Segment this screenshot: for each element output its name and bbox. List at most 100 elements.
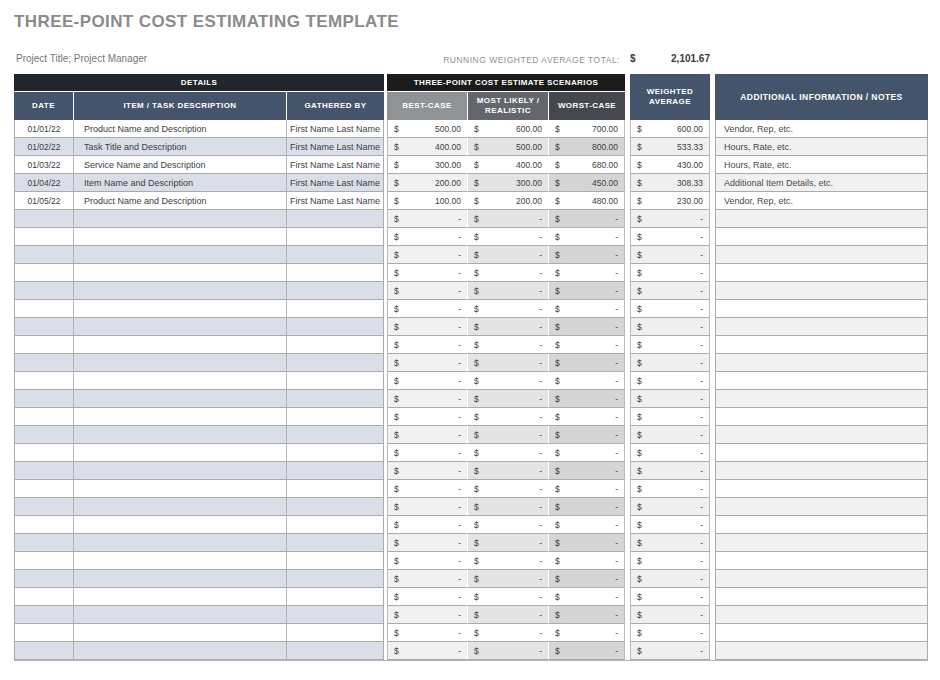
cell-most-likely[interactable]: $- (467, 264, 548, 282)
cell-date[interactable] (14, 642, 73, 660)
cell-gathered-by[interactable] (286, 516, 384, 534)
cell-notes[interactable] (715, 552, 928, 570)
cell-item-description[interactable] (73, 228, 286, 246)
cell-worst-case[interactable]: $- (548, 282, 625, 300)
cell-date[interactable] (14, 354, 73, 372)
cell-item-description[interactable] (73, 624, 286, 642)
cell-weighted-average[interactable]: $- (630, 516, 710, 534)
cell-date[interactable] (14, 606, 73, 624)
cell-most-likely[interactable]: $- (467, 300, 548, 318)
cell-gathered-by[interactable] (286, 210, 384, 228)
cell-notes[interactable] (715, 534, 928, 552)
cell-most-likely[interactable]: $- (467, 552, 548, 570)
cell-weighted-average[interactable]: $- (630, 624, 710, 642)
cell-gathered-by[interactable] (286, 390, 384, 408)
cell-gathered-by[interactable] (286, 570, 384, 588)
cell-notes[interactable] (715, 444, 928, 462)
cell-notes[interactable] (715, 642, 928, 660)
cell-gathered-by[interactable] (286, 354, 384, 372)
cell-worst-case[interactable]: $- (548, 462, 625, 480)
cell-worst-case[interactable]: $- (548, 210, 625, 228)
cell-worst-case[interactable]: $- (548, 570, 625, 588)
cell-best-case[interactable]: $- (387, 498, 467, 516)
cell-notes[interactable] (715, 246, 928, 264)
cell-date[interactable] (14, 480, 73, 498)
cell-most-likely[interactable]: $400.00 (467, 156, 548, 174)
cell-most-likely[interactable]: $- (467, 426, 548, 444)
cell-worst-case[interactable]: $- (548, 642, 625, 660)
cell-notes[interactable]: Additional Item Details, etc. (715, 174, 928, 192)
cell-weighted-average[interactable]: $- (630, 210, 710, 228)
cell-date[interactable] (14, 390, 73, 408)
cell-most-likely[interactable]: $- (467, 570, 548, 588)
cell-worst-case[interactable]: $- (548, 372, 625, 390)
cell-item-description[interactable] (73, 642, 286, 660)
cell-best-case[interactable]: $- (387, 516, 467, 534)
cell-item-description[interactable] (73, 264, 286, 282)
cell-gathered-by[interactable]: First Name Last Name (286, 156, 384, 174)
cell-item-description[interactable] (73, 588, 286, 606)
cell-notes[interactable] (715, 210, 928, 228)
cell-best-case[interactable]: $- (387, 372, 467, 390)
cell-notes[interactable] (715, 606, 928, 624)
cell-gathered-by[interactable] (286, 498, 384, 516)
cell-best-case[interactable]: $- (387, 390, 467, 408)
cell-best-case[interactable]: $- (387, 408, 467, 426)
cell-weighted-average[interactable]: $- (630, 552, 710, 570)
cell-notes[interactable] (715, 282, 928, 300)
cell-weighted-average[interactable]: $- (630, 264, 710, 282)
cell-best-case[interactable]: $- (387, 588, 467, 606)
cell-notes[interactable]: Vendor, Rep, etc. (715, 192, 928, 210)
cell-date[interactable]: 01/02/22 (14, 138, 73, 156)
cell-item-description[interactable] (73, 516, 286, 534)
cell-worst-case[interactable]: $700.00 (548, 120, 625, 138)
cell-weighted-average[interactable]: $- (630, 570, 710, 588)
cell-most-likely[interactable]: $200.00 (467, 192, 548, 210)
cell-weighted-average[interactable]: $- (630, 390, 710, 408)
cell-notes[interactable]: Vendor, Rep, etc. (715, 120, 928, 138)
cell-notes[interactable] (715, 264, 928, 282)
cell-date[interactable] (14, 372, 73, 390)
cell-item-description[interactable] (73, 318, 286, 336)
cell-item-description[interactable]: Product Name and Description (73, 120, 286, 138)
cell-notes[interactable] (715, 336, 928, 354)
cell-best-case[interactable]: $- (387, 480, 467, 498)
cell-notes[interactable] (715, 588, 928, 606)
cell-most-likely[interactable]: $- (467, 390, 548, 408)
cell-worst-case[interactable]: $480.00 (548, 192, 625, 210)
cell-gathered-by[interactable] (286, 588, 384, 606)
cell-weighted-average[interactable]: $- (630, 462, 710, 480)
cell-gathered-by[interactable]: First Name Last Name (286, 138, 384, 156)
cell-best-case[interactable]: $- (387, 534, 467, 552)
cell-worst-case[interactable]: $- (548, 624, 625, 642)
cell-best-case[interactable]: $- (387, 354, 467, 372)
cell-item-description[interactable] (73, 480, 286, 498)
cell-notes[interactable] (715, 624, 928, 642)
cell-most-likely[interactable]: $- (467, 282, 548, 300)
cell-best-case[interactable]: $- (387, 570, 467, 588)
cell-weighted-average[interactable]: $- (630, 606, 710, 624)
cell-date[interactable] (14, 282, 73, 300)
cell-gathered-by[interactable]: First Name Last Name (286, 174, 384, 192)
cell-best-case[interactable]: $- (387, 606, 467, 624)
cell-weighted-average[interactable]: $- (630, 642, 710, 660)
cell-notes[interactable] (715, 372, 928, 390)
cell-weighted-average[interactable]: $- (630, 372, 710, 390)
cell-item-description[interactable] (73, 390, 286, 408)
cell-best-case[interactable]: $- (387, 624, 467, 642)
cell-date[interactable] (14, 624, 73, 642)
cell-most-likely[interactable]: $- (467, 246, 548, 264)
cell-item-description[interactable] (73, 282, 286, 300)
cell-worst-case[interactable]: $680.00 (548, 156, 625, 174)
cell-gathered-by[interactable]: First Name Last Name (286, 120, 384, 138)
cell-item-description[interactable] (73, 246, 286, 264)
cell-date[interactable] (14, 246, 73, 264)
cell-date[interactable]: 01/03/22 (14, 156, 73, 174)
cell-item-description[interactable]: Task Title and Description (73, 138, 286, 156)
cell-date[interactable] (14, 462, 73, 480)
cell-weighted-average[interactable]: $600.00 (630, 120, 710, 138)
cell-gathered-by[interactable] (286, 426, 384, 444)
cell-item-description[interactable] (73, 210, 286, 228)
cell-gathered-by[interactable] (286, 606, 384, 624)
cell-worst-case[interactable]: $- (548, 336, 625, 354)
